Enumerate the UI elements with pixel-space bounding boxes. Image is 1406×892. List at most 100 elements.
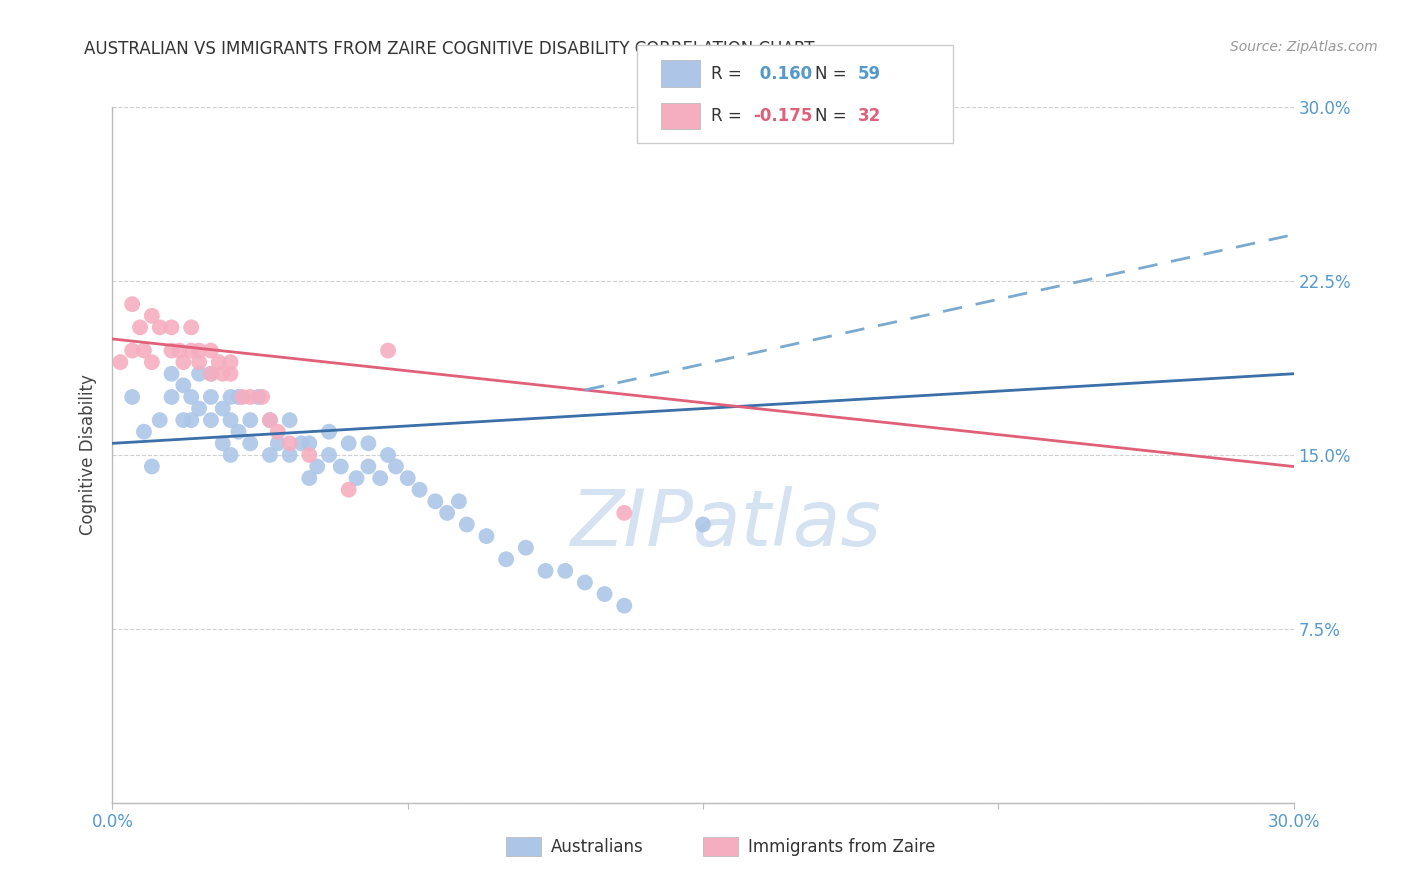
Point	[121, 297, 143, 311]
Point	[169, 343, 191, 358]
Point	[219, 448, 242, 462]
Point	[278, 448, 301, 462]
Point	[211, 367, 233, 381]
Point	[385, 459, 408, 474]
Point	[228, 425, 250, 439]
Point	[149, 413, 172, 427]
Point	[160, 343, 183, 358]
Point	[613, 506, 636, 520]
Point	[425, 494, 447, 508]
Text: R =: R =	[711, 64, 748, 83]
Point	[554, 564, 576, 578]
Point	[475, 529, 498, 543]
Point	[141, 309, 163, 323]
Point	[172, 378, 194, 392]
Point	[200, 390, 222, 404]
Point	[188, 355, 211, 369]
Point	[250, 390, 273, 404]
Point	[110, 355, 132, 369]
Point	[278, 436, 301, 450]
Point	[200, 413, 222, 427]
Point	[692, 517, 714, 532]
Point	[188, 367, 211, 381]
Point	[318, 448, 340, 462]
Point	[346, 471, 368, 485]
Point	[219, 355, 242, 369]
Text: R =: R =	[711, 107, 748, 125]
Point	[200, 343, 222, 358]
Point	[377, 448, 399, 462]
Point	[613, 599, 636, 613]
Point	[259, 413, 281, 427]
Point	[239, 436, 262, 450]
Point	[278, 413, 301, 427]
Point	[172, 413, 194, 427]
Point	[337, 436, 360, 450]
Point	[188, 343, 211, 358]
Point	[290, 436, 312, 450]
Point	[188, 401, 211, 416]
Point	[318, 425, 340, 439]
Point	[329, 459, 352, 474]
Point	[219, 390, 242, 404]
Text: Australians: Australians	[551, 838, 644, 855]
Point	[456, 517, 478, 532]
Point	[149, 320, 172, 334]
Y-axis label: Cognitive Disability: Cognitive Disability	[79, 375, 97, 535]
Text: Immigrants from Zaire: Immigrants from Zaire	[748, 838, 935, 855]
Point	[160, 320, 183, 334]
Point	[259, 413, 281, 427]
Point	[132, 343, 155, 358]
Point	[228, 390, 250, 404]
Point	[307, 459, 329, 474]
Text: Source: ZipAtlas.com: Source: ZipAtlas.com	[1230, 40, 1378, 54]
Text: 59: 59	[858, 64, 880, 83]
Point	[211, 401, 233, 416]
Point	[357, 459, 380, 474]
Point	[180, 343, 202, 358]
Point	[180, 390, 202, 404]
Point	[211, 436, 233, 450]
Point	[534, 564, 557, 578]
Point	[408, 483, 430, 497]
Point	[132, 425, 155, 439]
Point	[231, 390, 253, 404]
Point	[593, 587, 616, 601]
Text: ZIPatlas: ZIPatlas	[571, 486, 882, 563]
Point	[141, 355, 163, 369]
Point	[515, 541, 537, 555]
Point	[267, 436, 290, 450]
Point	[447, 494, 470, 508]
Point	[377, 343, 399, 358]
Point	[219, 367, 242, 381]
Point	[239, 413, 262, 427]
Point	[298, 436, 321, 450]
Point	[239, 390, 262, 404]
Point	[247, 390, 270, 404]
Text: 32: 32	[858, 107, 882, 125]
Text: -0.175: -0.175	[754, 107, 813, 125]
Text: N =: N =	[815, 107, 852, 125]
Text: AUSTRALIAN VS IMMIGRANTS FROM ZAIRE COGNITIVE DISABILITY CORRELATION CHART: AUSTRALIAN VS IMMIGRANTS FROM ZAIRE COGN…	[84, 40, 815, 58]
Point	[368, 471, 391, 485]
Point	[141, 459, 163, 474]
Point	[160, 390, 183, 404]
Point	[200, 367, 222, 381]
Point	[208, 355, 231, 369]
Text: 0.160: 0.160	[754, 64, 811, 83]
Point	[172, 355, 194, 369]
Point	[180, 413, 202, 427]
Point	[129, 320, 152, 334]
Text: N =: N =	[815, 64, 852, 83]
Point	[396, 471, 419, 485]
Point	[267, 425, 290, 439]
Point	[180, 320, 202, 334]
Point	[160, 367, 183, 381]
Point	[298, 448, 321, 462]
Point	[436, 506, 458, 520]
Point	[219, 413, 242, 427]
Point	[357, 436, 380, 450]
Point	[200, 367, 222, 381]
Point	[259, 448, 281, 462]
Point	[298, 471, 321, 485]
